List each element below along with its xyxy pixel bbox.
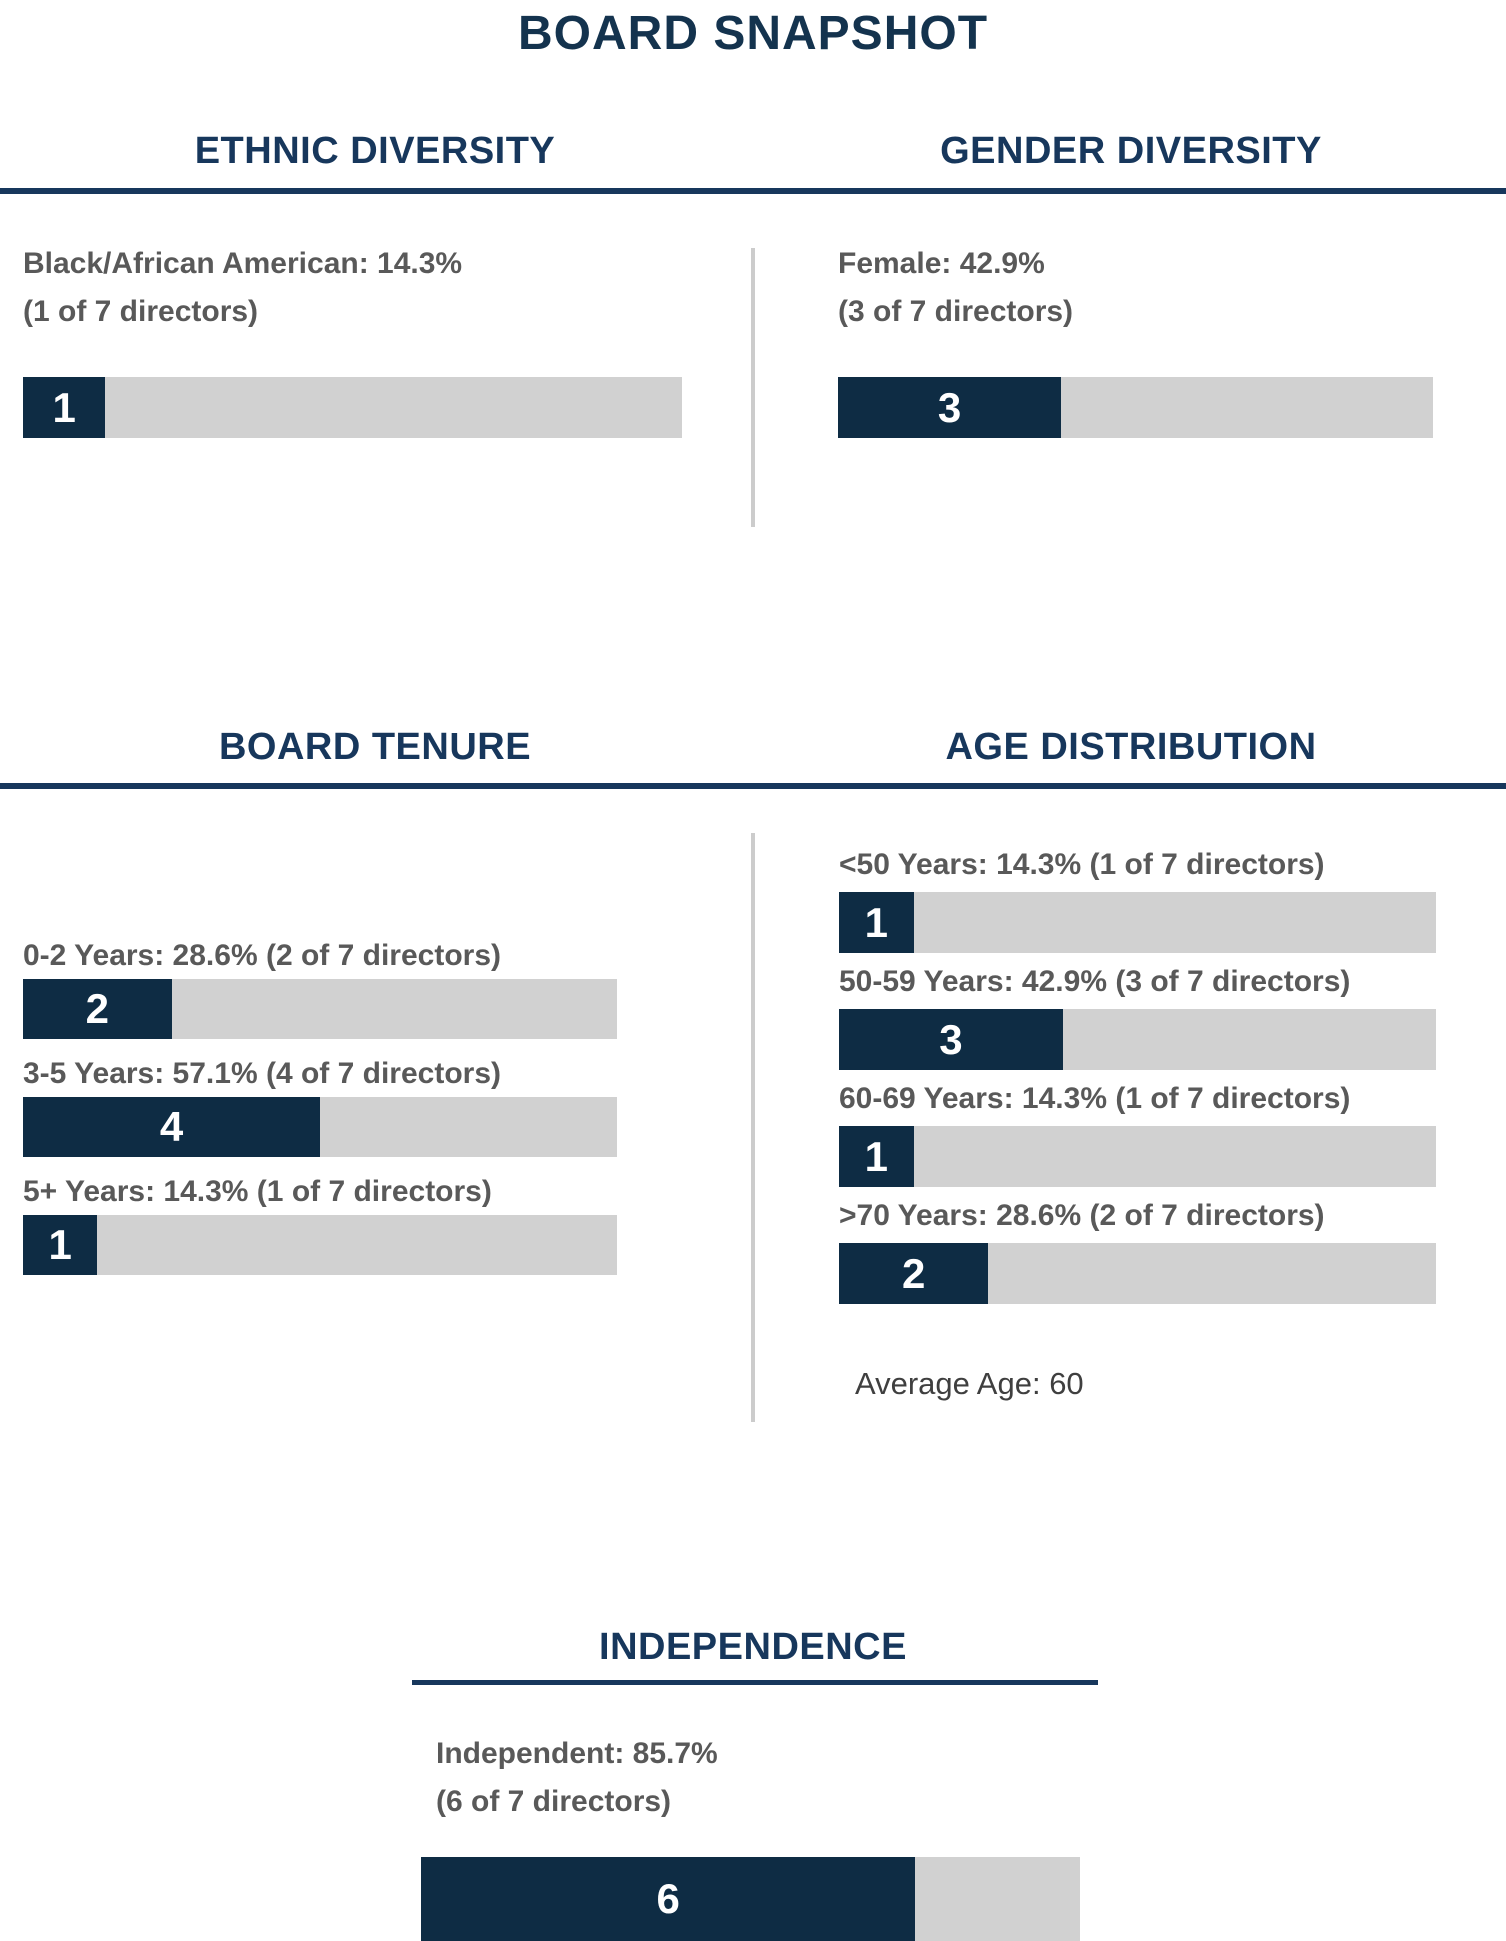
age-item-label: >70 Years: 28.6% (2 of 7 directors) [839, 1199, 1325, 1232]
age-bar-50-59: 3 [839, 1009, 1436, 1070]
gender-diversity-bar: 3 [838, 377, 1433, 438]
tenure-bar-5-plus-years: 1 [23, 1215, 617, 1275]
tenure-bar-3-5-years-value: 4 [159, 1103, 184, 1150]
age-bar-50-59-fill: 3 [839, 1009, 1063, 1070]
age-bar-60-69: 1 [839, 1126, 1436, 1187]
section-heading-age-distribution: AGE DISTRIBUTION [945, 726, 1317, 768]
age-item-label: <50 Years: 14.3% (1 of 7 directors) [839, 848, 1325, 881]
age-bar-over-70-fill: 2 [839, 1243, 989, 1304]
tenure-bar-5-plus-years-fill: 1 [23, 1215, 98, 1275]
age-bar-50-59-value: 3 [939, 1015, 963, 1063]
row1-heading-rule [0, 188, 1506, 194]
tenure-bar-5-plus-years-value: 1 [48, 1221, 72, 1268]
ethnic-diversity-label-line2: (1 of 7 directors) [23, 295, 259, 328]
average-age-note: Average Age: 60 [855, 1366, 1084, 1401]
tenure-bar-0-2-years-fill: 2 [23, 979, 172, 1039]
gender-diversity-bar-value: 3 [937, 383, 962, 431]
gender-diversity-label-line1: Female: 42.9% [838, 247, 1045, 280]
age-item-label: 60-69 Years: 14.3% (1 of 7 directors) [839, 1082, 1351, 1115]
ethnic-diversity-label: Black/African American: 14.3% (1 of 7 di… [23, 240, 462, 336]
tenure-bar-0-2-years: 2 [23, 979, 617, 1039]
tenure-bar-0-2-years-value: 2 [85, 985, 109, 1032]
row2-column-divider [751, 833, 755, 1422]
age-bar-under-50-value: 1 [864, 898, 888, 946]
age-bar-under-50: 1 [839, 892, 1436, 953]
age-bar-under-50-fill: 1 [839, 892, 914, 953]
gender-diversity-label-line2: (3 of 7 directors) [838, 295, 1074, 328]
section-heading-gender-diversity: GENDER DIVERSITY [940, 130, 1322, 172]
tenure-item-label: 3-5 Years: 57.1% (4 of 7 directors) [23, 1057, 502, 1090]
ethnic-diversity-label-line1: Black/African American: 14.3% [23, 247, 463, 280]
age-item-label: 50-59 Years: 42.9% (3 of 7 directors) [839, 965, 1351, 998]
independence-bar: 6 [421, 1857, 1080, 1941]
independence-bar-value: 6 [656, 1875, 680, 1922]
tenure-item-label: 0-2 Years: 28.6% (2 of 7 directors) [23, 939, 502, 972]
ethnic-diversity-bar: 1 [23, 377, 682, 438]
independence-label: Independent: 85.7% (6 of 7 directors) [436, 1730, 718, 1826]
independence-label-line1: Independent: 85.7% [436, 1737, 718, 1770]
age-bar-60-69-value: 1 [864, 1132, 888, 1180]
age-bar-60-69-fill: 1 [839, 1126, 914, 1187]
page-title: BOARD SNAPSHOT [517, 7, 989, 60]
ethnic-diversity-bar-fill: 1 [23, 377, 106, 438]
gender-diversity-label: Female: 42.9% (3 of 7 directors) [838, 240, 1073, 336]
section-heading-ethnic-diversity: ETHNIC DIVERSITY [194, 130, 556, 172]
independence-heading-rule [412, 1680, 1098, 1685]
tenure-bar-3-5-years: 4 [23, 1097, 617, 1157]
row1-column-divider [751, 248, 755, 527]
ethnic-diversity-bar-value: 1 [52, 383, 76, 431]
tenure-item-label: 5+ Years: 14.3% (1 of 7 directors) [23, 1175, 492, 1208]
row2-heading-rule [0, 783, 1506, 789]
age-bar-over-70-value: 2 [901, 1249, 926, 1297]
independence-bar-fill: 6 [421, 1857, 916, 1941]
gender-diversity-bar-fill: 3 [838, 377, 1062, 438]
age-bar-over-70: 2 [839, 1243, 1436, 1304]
section-heading-independence: INDEPENDENCE [599, 1626, 907, 1668]
section-heading-board-tenure: BOARD TENURE [218, 726, 532, 768]
independence-label-line2: (6 of 7 directors) [436, 1785, 672, 1818]
tenure-bar-3-5-years-fill: 4 [23, 1097, 320, 1157]
